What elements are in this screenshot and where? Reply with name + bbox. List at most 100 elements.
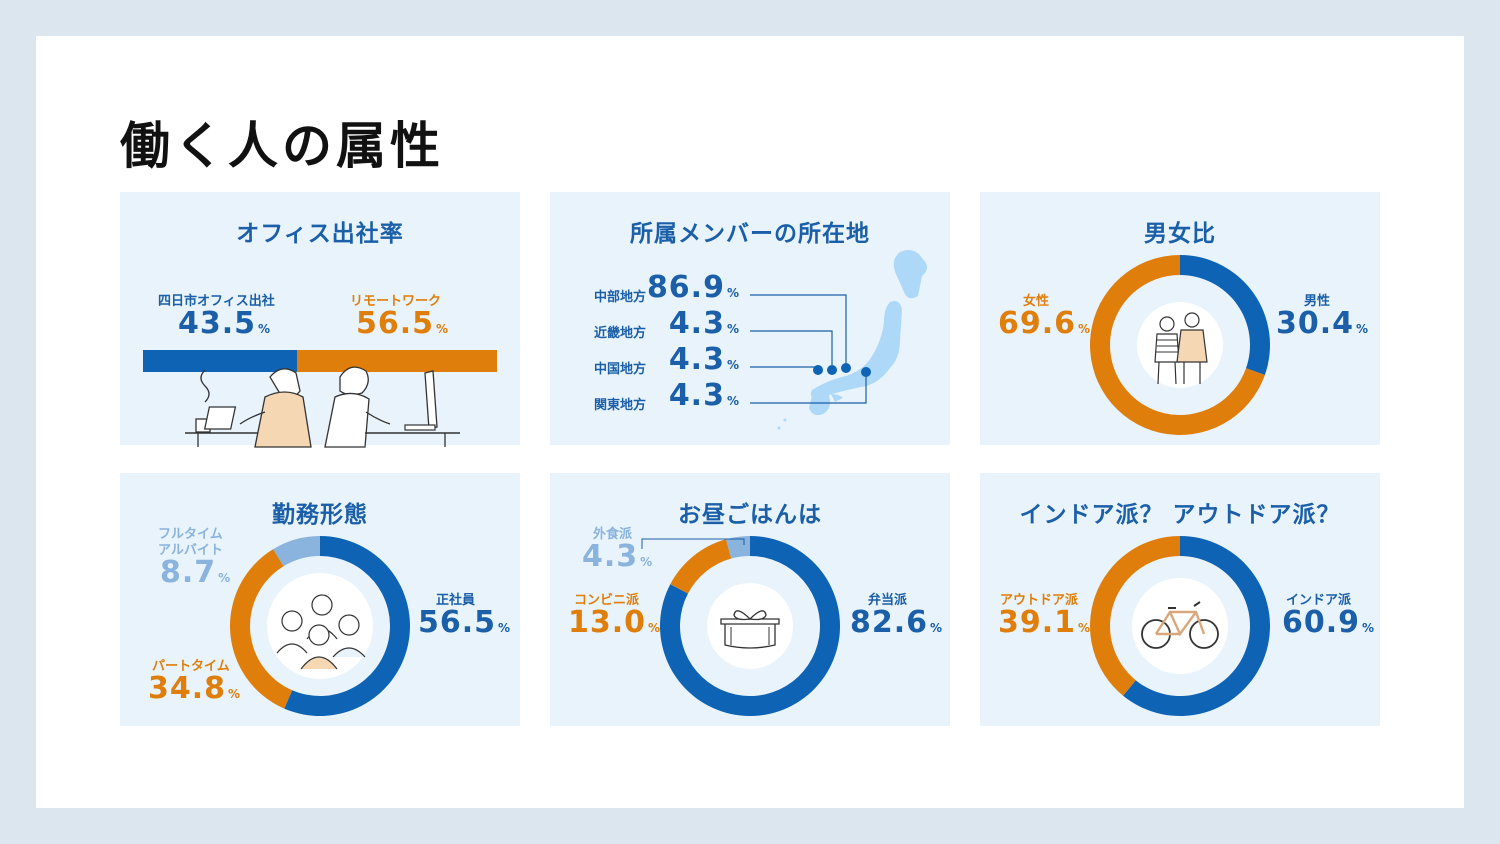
leader-line xyxy=(750,366,819,370)
bento-value: 82.6 xyxy=(850,605,929,640)
eat-out-leader-line xyxy=(641,538,745,549)
people-illustration xyxy=(267,573,373,679)
office-right-value: 56.5 xyxy=(356,306,435,341)
donut-slice-0 xyxy=(1123,536,1270,716)
region-value: 86.9 xyxy=(646,270,725,305)
office-right-unit: % xyxy=(436,322,450,336)
indoor-value: 60.9 xyxy=(1282,605,1361,640)
regular-unit: % xyxy=(498,621,512,635)
office-left-label: 四日市オフィス出社 xyxy=(158,294,275,309)
region-unit: % xyxy=(726,322,740,336)
outdoor-value: 39.1 xyxy=(998,605,1077,640)
employment-title: 勤務形態 xyxy=(272,502,368,528)
male-label: 男性 xyxy=(1304,294,1331,309)
male-value: 30.4 xyxy=(1276,306,1355,341)
gender-card: 男女比 女性 69.6% 男性 30.4% xyxy=(980,192,1380,445)
female-unit: % xyxy=(1078,322,1092,336)
convenience-unit: % xyxy=(648,621,662,635)
location-card: 所属メンバーの所在地 中部地方 86.9% 近畿地方 4.3% 中国地方 4.3% 関東地方… xyxy=(550,192,950,445)
region-unit: % xyxy=(726,286,740,300)
office-left-value: 43.5 xyxy=(178,306,257,341)
male-value-wrap: 30.4% xyxy=(1276,306,1369,341)
fulltime-label-2: アルバイト xyxy=(158,543,223,558)
gender-donut-chart xyxy=(1090,255,1270,435)
bicycle-illustration xyxy=(1132,578,1228,674)
activity-card: インドア派？ アウトドア派？ アウトドア派 39.1% インドア派 60.9% xyxy=(980,473,1380,726)
bento-illustration xyxy=(707,583,793,669)
regular-value-wrap: 56.5% xyxy=(418,605,511,640)
parttime-unit: % xyxy=(228,687,242,701)
bar-segment-1 xyxy=(296,350,497,372)
donut-slice-1 xyxy=(230,549,293,709)
page-title: 働く人の属性 xyxy=(120,117,444,175)
bento-label: 弁当派 xyxy=(868,593,908,608)
lunch-card: お昼ごはんは 外食派 4.3% コンビニ派 13.0% 弁当派 82.6% xyxy=(550,473,950,726)
leader-line xyxy=(750,372,867,404)
gender-title: 男女比 xyxy=(1144,221,1216,247)
office-right-label: リモートワーク xyxy=(350,294,442,309)
indoor-value-wrap: 60.9% xyxy=(1282,605,1375,640)
outdoor-label: アウトドア派 xyxy=(1000,593,1079,608)
activity-title: インドア派？ アウトドア派？ xyxy=(1019,502,1341,528)
office-bar-chart xyxy=(143,350,497,372)
male-unit: % xyxy=(1356,322,1370,336)
parttime-value: 34.8 xyxy=(148,671,227,706)
outdoor-unit: % xyxy=(1078,621,1092,635)
donut-slice-1 xyxy=(670,539,732,594)
female-value-wrap: 69.6% xyxy=(998,306,1091,341)
regular-value: 56.5 xyxy=(418,605,497,640)
eat-out-value-wrap: 4.3% xyxy=(582,539,653,574)
couple-illustration xyxy=(1137,302,1223,388)
donut-slice-0 xyxy=(1180,255,1270,375)
leader-line xyxy=(750,330,833,370)
leader-line xyxy=(641,538,745,549)
location-leader-lines xyxy=(750,294,871,404)
bar-segment-0 xyxy=(143,350,297,372)
convenience-value: 13.0 xyxy=(568,605,647,640)
bicycle-icon xyxy=(1141,601,1219,649)
region-value-wrap: 4.3% xyxy=(669,342,740,377)
office-right-value-wrap: 56.5% xyxy=(356,306,449,341)
parttime-value-wrap: 34.8% xyxy=(148,671,241,706)
office-workers-illustration xyxy=(185,366,460,448)
office-title: オフィス出社率 xyxy=(236,221,404,247)
region-value-wrap: 4.3% xyxy=(669,378,740,413)
region-value-wrap: 4.3% xyxy=(669,306,740,341)
region-label: 関東地方 xyxy=(594,398,647,413)
location-dot xyxy=(841,363,851,373)
eat-out-label: 外食派 xyxy=(593,527,633,542)
location-title: 所属メンバーの所在地 xyxy=(630,221,870,247)
location-dot xyxy=(861,367,871,377)
region-value: 4.3 xyxy=(668,306,725,341)
employment-donut-chart xyxy=(230,536,410,716)
slide: 働く人の属性 オフィス出社率 四日市オフィス出社 43.5% リモートワーク 5… xyxy=(36,36,1464,808)
outdoor-value-wrap: 39.1% xyxy=(998,605,1091,640)
indoor-label: インドア派 xyxy=(1286,593,1352,608)
region-label: 中国地方 xyxy=(594,362,647,377)
fulltime-value-wrap: 8.7% xyxy=(160,555,231,590)
fulltime-value: 8.7 xyxy=(160,555,217,590)
office-card: オフィス出社率 四日市オフィス出社 43.5% リモートワーク 56.5% xyxy=(120,192,520,448)
female-label: 女性 xyxy=(1023,294,1050,309)
office-left-unit: % xyxy=(258,322,272,336)
fulltime-label-1: フルタイム xyxy=(158,527,223,542)
eat-out-unit: % xyxy=(640,555,654,569)
parttime-label: パートタイム xyxy=(152,659,230,674)
office-left-value-wrap: 43.5% xyxy=(178,306,271,341)
leader-line xyxy=(750,294,847,368)
convenience-label: コンビニ派 xyxy=(574,593,640,608)
region-value-wrap: 86.9% xyxy=(647,270,740,305)
bento-value-wrap: 82.6% xyxy=(850,605,943,640)
donut-slice-2 xyxy=(273,536,320,567)
convenience-value-wrap: 13.0% xyxy=(568,605,661,640)
regular-label: 正社員 xyxy=(436,593,476,608)
region-unit: % xyxy=(726,358,740,372)
donut-slice-1 xyxy=(1090,536,1180,696)
region-label: 中部地方 xyxy=(594,290,647,305)
region-value: 4.3 xyxy=(668,342,725,377)
bento-unit: % xyxy=(930,621,944,635)
indoor-unit: % xyxy=(1362,621,1376,635)
bento-icon xyxy=(720,610,780,649)
employment-card: 勤務形態 フルタイム アルバイト 8.7% パートタイム 34.8% 正社員 5… xyxy=(120,473,520,726)
fulltime-unit: % xyxy=(218,571,232,585)
